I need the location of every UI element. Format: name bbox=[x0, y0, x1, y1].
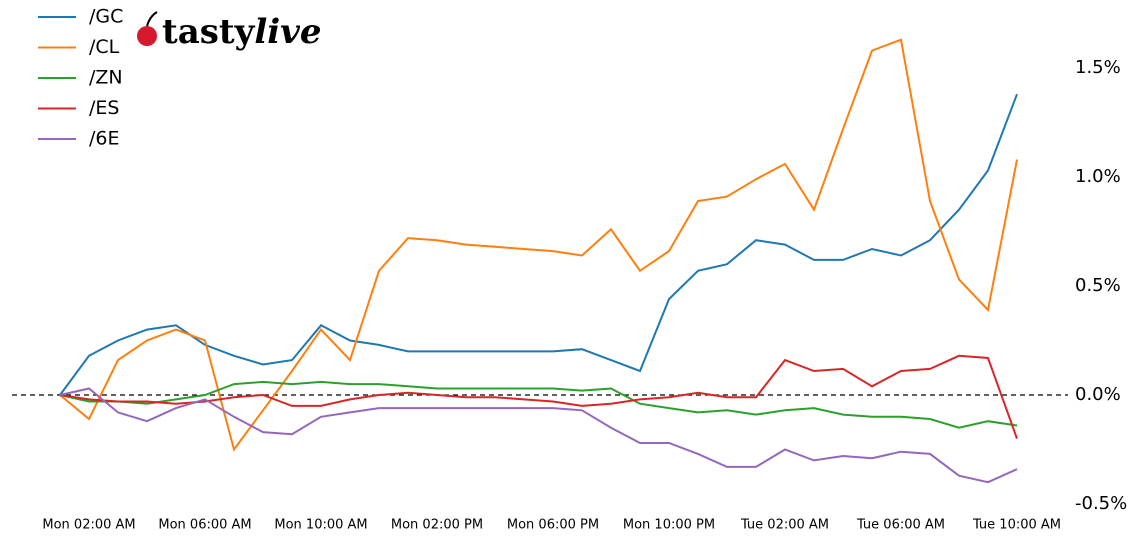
x-tick-label: Tue 10:00 AM bbox=[972, 518, 1061, 533]
series-line bbox=[59, 380, 1018, 429]
x-tick-label: Mon 06:00 AM bbox=[158, 518, 251, 533]
logo-cherry bbox=[137, 26, 157, 46]
y-tick-label: 1.0% bbox=[1075, 166, 1121, 187]
y-tick-label: 1.5% bbox=[1075, 57, 1121, 78]
series-line bbox=[59, 38, 1018, 452]
legend-label: /GC bbox=[89, 6, 123, 28]
plot: -0.5% 0.0% 0.5% 1.0% 1.5% Mon 02:00 AM Mon 06:… bbox=[12, 6, 1127, 533]
logo: tastylive bbox=[137, 11, 322, 52]
logo-text: tastylive bbox=[162, 12, 322, 52]
logo-stem bbox=[146, 11, 158, 27]
legend: /GC/CL/ZN/ES/6E bbox=[38, 6, 123, 150]
legend-label: /6E bbox=[89, 128, 120, 150]
x-tick-label: Mon 02:00 AM bbox=[42, 518, 135, 533]
logo-tasty: tasty bbox=[162, 12, 256, 52]
legend-label: /CL bbox=[89, 36, 120, 58]
y-tick-label: 0.5% bbox=[1075, 275, 1121, 296]
x-tick-label: Mon 10:00 AM bbox=[274, 518, 367, 533]
logo-live: live bbox=[254, 12, 321, 52]
series-line bbox=[59, 387, 1018, 484]
legend-label: /ZN bbox=[89, 67, 123, 89]
legend-label: /ES bbox=[89, 97, 119, 119]
x-tick-label: Tue 06:00 AM bbox=[856, 518, 945, 533]
x-tick-label: Mon 02:00 PM bbox=[391, 518, 483, 533]
y-tick-label: 0.0% bbox=[1075, 384, 1121, 405]
x-tick-label: Mon 06:00 PM bbox=[507, 518, 599, 533]
y-tick-label: -0.5% bbox=[1075, 493, 1127, 514]
series-line bbox=[59, 354, 1018, 439]
x-tick-label: Tue 02:00 AM bbox=[740, 518, 829, 533]
x-tick-label: Mon 10:00 PM bbox=[623, 518, 715, 533]
series-line bbox=[59, 93, 1018, 396]
